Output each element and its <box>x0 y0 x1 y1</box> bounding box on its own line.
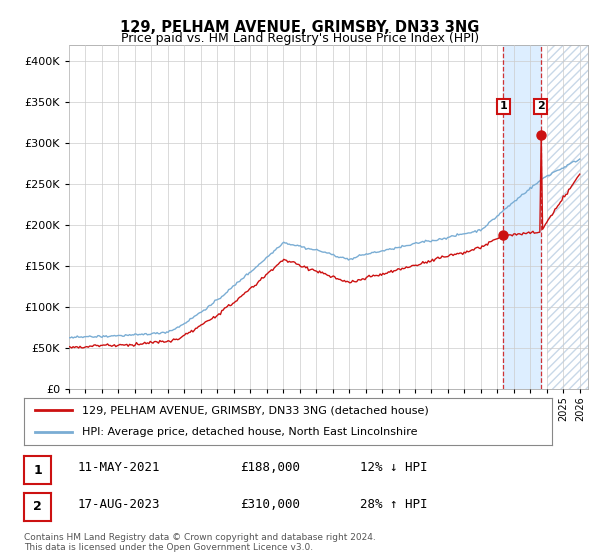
Text: HPI: Average price, detached house, North East Lincolnshire: HPI: Average price, detached house, Nort… <box>82 427 418 437</box>
Text: 1: 1 <box>33 464 42 477</box>
Bar <box>547 45 588 389</box>
Text: This data is licensed under the Open Government Licence v3.0.: This data is licensed under the Open Gov… <box>24 543 313 552</box>
Text: 129, PELHAM AVENUE, GRIMSBY, DN33 3NG: 129, PELHAM AVENUE, GRIMSBY, DN33 3NG <box>121 20 479 35</box>
Text: Price paid vs. HM Land Registry's House Price Index (HPI): Price paid vs. HM Land Registry's House … <box>121 32 479 45</box>
Text: £188,000: £188,000 <box>240 461 300 474</box>
Text: 11-MAY-2021: 11-MAY-2021 <box>78 461 161 474</box>
Bar <box>547 45 588 389</box>
Text: 12% ↓ HPI: 12% ↓ HPI <box>360 461 427 474</box>
Text: 1: 1 <box>499 101 507 111</box>
Text: 2: 2 <box>536 101 544 111</box>
Text: 129, PELHAM AVENUE, GRIMSBY, DN33 3NG (detached house): 129, PELHAM AVENUE, GRIMSBY, DN33 3NG (d… <box>82 405 429 416</box>
Text: Contains HM Land Registry data © Crown copyright and database right 2024.: Contains HM Land Registry data © Crown c… <box>24 533 376 542</box>
Text: 17-AUG-2023: 17-AUG-2023 <box>78 497 161 511</box>
Text: 2: 2 <box>33 500 42 514</box>
Bar <box>503 45 541 389</box>
Text: 28% ↑ HPI: 28% ↑ HPI <box>360 497 427 511</box>
Text: £310,000: £310,000 <box>240 497 300 511</box>
